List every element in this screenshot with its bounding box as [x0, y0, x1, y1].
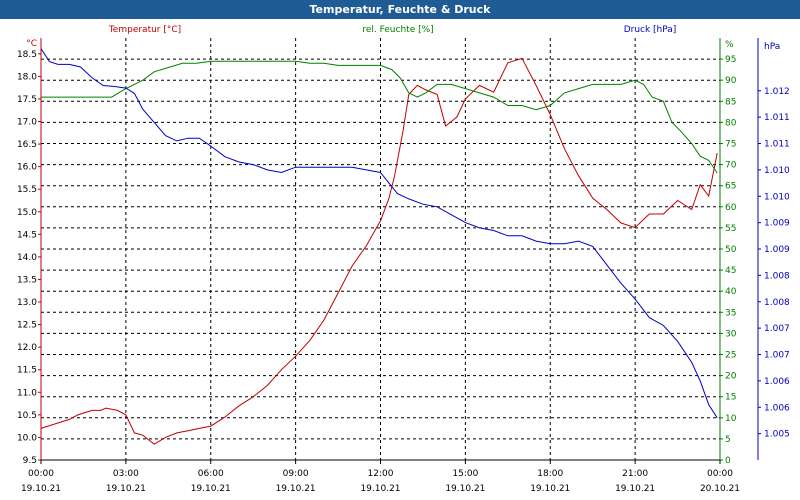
pressure-tick-label: 1.007 [764, 351, 790, 361]
x-tick-label-time: 15:00 [452, 469, 478, 479]
pressure-series-line [40, 48, 718, 419]
pressure-tick-label: 1.006 [764, 377, 790, 387]
humidity-tick-label: 95 [725, 55, 736, 65]
x-tick-label-date: 19.10.21 [106, 484, 146, 494]
chart-title: Temperatur, Feuchte & Druck [0, 0, 800, 19]
pressure-tick-label: 1.010 [764, 166, 790, 176]
temperature-series-line [40, 57, 718, 445]
temperature-tick-label: 15.5 [17, 185, 37, 195]
chart-grid [41, 38, 720, 460]
x-tick-label-date: 19.10.21 [191, 484, 231, 494]
pressure-tick-label: 1.009 [764, 219, 790, 229]
x-tick-label-time: 03:00 [113, 469, 139, 479]
x-tick-label-time: 00:00 [28, 469, 54, 479]
x-tick-label-time: 12:00 [368, 469, 394, 479]
x-tick-label-time: 21:00 [622, 469, 648, 479]
humidity-tick-label: 50 [725, 245, 737, 255]
temperature-tick-label: 14.5 [17, 230, 37, 240]
x-tick-label-time: 18:00 [537, 469, 563, 479]
x-tick-label-date: 19.10.21 [360, 484, 400, 494]
pressure-axis-title: Druck [hPa] [624, 25, 677, 35]
temperature-tick-label: 18.5 [17, 50, 37, 60]
humidity-tick-label: 75 [725, 140, 736, 150]
humidity-tick-label: 30 [725, 329, 737, 339]
pressure-tick-label: 1.011 [764, 113, 790, 123]
temperature-tick-label: 15.0 [17, 208, 37, 218]
humidity-tick-label: 15 [725, 393, 736, 403]
temperature-tick-label: 18.0 [17, 72, 37, 82]
chart-axes [40, 38, 759, 461]
temperature-tick-label: 17.0 [17, 117, 37, 127]
temperature-tick-label: 13.0 [17, 298, 37, 308]
temperature-tick-label: 10.5 [17, 411, 37, 421]
humidity-tick-label: 45 [725, 266, 736, 276]
x-tick-label-time: 00:00 [707, 469, 733, 479]
x-tick-label-date: 19.10.21 [21, 484, 61, 494]
pressure-tick-label: 1.008 [764, 271, 790, 281]
humidity-tick-label: 55 [725, 224, 736, 234]
temperature-tick-label: 12.0 [17, 343, 37, 353]
temperature-tick-label: 16.0 [17, 163, 37, 173]
temperature-tick-label: 10.0 [17, 433, 37, 443]
temperature-tick-label: 16.5 [17, 140, 37, 150]
temperature-unit-label: °C [26, 39, 37, 49]
humidity-tick-label: 90 [725, 76, 737, 86]
pressure-tick-label: 1.010 [764, 192, 790, 202]
pressure-tick-label: 1.008 [764, 298, 790, 308]
temperature-tick-label: 11.0 [17, 388, 37, 398]
temperature-axis-title: Temperatur [°C] [108, 25, 181, 35]
chart-series [40, 48, 718, 445]
pressure-tick-label: 1.007 [764, 324, 790, 334]
temperature-tick-label: 9.5 [23, 456, 37, 466]
pressure-tick-label: 1.011 [764, 140, 790, 150]
pressure-unit-label: hPa [764, 42, 780, 52]
pressure-tick-label: 1.005 [764, 430, 790, 440]
chart-ticks: 9.5 10.0 10.5 11.0 11.5 12.0 12.5 13.0 13.5 14.0 1… [17, 50, 790, 494]
pressure-tick-label: 1.009 [764, 245, 790, 255]
temperature-tick-label: 14.0 [17, 253, 37, 263]
humidity-tick-label: 40 [725, 287, 737, 297]
humidity-tick-label: 0 [725, 456, 731, 466]
temperature-tick-label: 13.5 [17, 275, 37, 285]
temperature-tick-label: 12.5 [17, 321, 37, 331]
humidity-tick-label: 85 [725, 97, 736, 107]
humidity-tick-label: 65 [725, 182, 736, 192]
x-tick-label-date: 19.10.21 [445, 484, 485, 494]
humidity-tick-label: 35 [725, 308, 736, 318]
humidity-tick-label: 20 [725, 372, 737, 382]
x-tick-label-time: 06:00 [198, 469, 224, 479]
chart-axis-labels: °C% hPa Temperatur [°C] rel. Feuchte [%] Dru… [26, 25, 780, 52]
humidity-series-line [41, 60, 718, 174]
humidity-tick-label: 70 [725, 161, 737, 171]
humidity-axis-title: rel. Feuchte [%] [362, 25, 433, 35]
humidity-tick-label: 10 [725, 414, 737, 424]
humidity-tick-label: 80 [725, 118, 737, 128]
x-tick-label-date: 19.10.21 [615, 484, 655, 494]
x-tick-label-date: 19.10.21 [276, 484, 316, 494]
pressure-tick-label: 1.012 [764, 87, 790, 97]
temperature-tick-label: 17.5 [17, 95, 37, 105]
x-tick-label-time: 09:00 [283, 469, 309, 479]
x-tick-label-date: 20.10.21 [700, 484, 740, 494]
humidity-tick-label: 5 [725, 435, 731, 445]
x-tick-label-date: 19.10.21 [530, 484, 570, 494]
humidity-unit-label: % [725, 40, 734, 50]
pressure-tick-label: 1.006 [764, 403, 790, 413]
humidity-tick-label: 60 [725, 203, 737, 213]
humidity-tick-label: 25 [725, 351, 736, 361]
temperature-tick-label: 11.5 [17, 366, 37, 376]
